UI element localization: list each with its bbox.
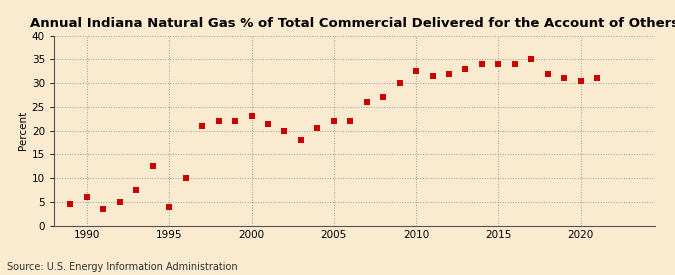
Point: [98, 207, 109, 211]
Point: [230, 119, 240, 123]
Point: [510, 62, 520, 66]
Title: Annual Indiana Natural Gas % of Total Commercial Delivered for the Account of Ot: Annual Indiana Natural Gas % of Total Co…: [30, 17, 675, 31]
Point: [82, 195, 92, 199]
Point: [65, 202, 76, 206]
Y-axis label: Percent: Percent: [18, 111, 28, 150]
Point: [559, 76, 570, 81]
Text: Source: U.S. Energy Information Administration: Source: U.S. Energy Information Administ…: [7, 262, 238, 272]
Point: [345, 119, 356, 123]
Point: [378, 95, 389, 100]
Point: [196, 124, 207, 128]
Point: [115, 200, 126, 204]
Point: [493, 62, 504, 66]
Point: [477, 62, 487, 66]
Point: [180, 176, 191, 180]
Point: [147, 164, 158, 168]
Point: [427, 74, 438, 78]
Point: [410, 69, 421, 73]
Point: [361, 100, 372, 104]
Point: [443, 72, 454, 76]
Point: [394, 81, 405, 85]
Point: [164, 204, 175, 209]
Point: [575, 79, 586, 83]
Point: [526, 57, 537, 62]
Point: [296, 138, 306, 142]
Point: [279, 128, 290, 133]
Point: [263, 121, 273, 126]
Point: [543, 72, 554, 76]
Point: [329, 119, 340, 123]
Point: [246, 114, 257, 119]
Point: [312, 126, 323, 130]
Point: [131, 188, 142, 192]
Point: [460, 67, 471, 71]
Point: [592, 76, 603, 81]
Point: [213, 119, 224, 123]
